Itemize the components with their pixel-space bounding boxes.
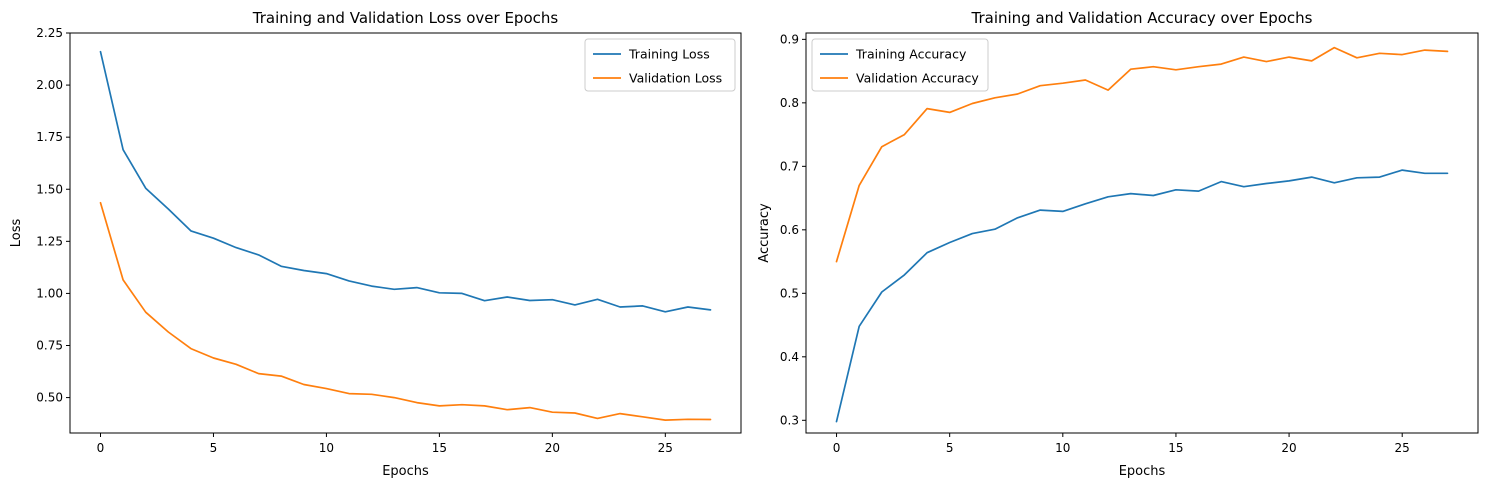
x-axis-label: Epochs: [1119, 464, 1166, 479]
x-tick-label: 0: [97, 441, 105, 455]
y-tick-label: 1.75: [36, 130, 63, 144]
y-tick-label: 1.50: [36, 182, 63, 196]
y-tick-label: 1.00: [36, 286, 63, 300]
legend-box: [811, 38, 989, 92]
chart-title: Training and Validation Loss over Epochs: [252, 9, 559, 27]
y-tick-label: 0.9: [780, 32, 799, 46]
x-tick-label: 5: [946, 441, 954, 455]
y-tick-label: 0.75: [36, 339, 63, 353]
x-tick-label: 20: [545, 441, 560, 455]
y-tick-label: 2.25: [36, 26, 63, 40]
x-tick-label: 15: [1168, 441, 1183, 455]
legend-box: [584, 38, 736, 92]
y-tick-label: 0.7: [780, 159, 799, 173]
y-tick-label: 0.4: [780, 350, 799, 364]
y-tick-label: 0.5: [780, 286, 799, 300]
plot-frame: [69, 32, 742, 434]
y-tick-label: 0.50: [36, 391, 63, 405]
legend: Training Accuracy Validation Accuracy: [811, 38, 989, 92]
chart-title: Training and Validation Accuracy over Ep…: [971, 9, 1313, 27]
series-line-validation-accuracy: [835, 46, 1449, 263]
x-tick-label: 20: [1281, 441, 1296, 455]
accuracy-chart-panel: Training and Validation Accuracy over Ep…: [757, 9, 1479, 479]
legend-label: Validation Accuracy: [856, 71, 979, 86]
legend: Training Loss Validation Loss: [584, 38, 736, 92]
y-tick-label: 0.8: [780, 96, 799, 110]
series-line-training-accuracy: [835, 169, 1449, 423]
legend-label: Training Accuracy: [855, 47, 967, 62]
x-tick-label: 0: [833, 441, 841, 455]
plot-frame: [805, 32, 1479, 434]
y-tick-label: 2.00: [36, 78, 63, 92]
series-line-training-loss: [99, 50, 712, 313]
y-axis-label: Accuracy: [757, 203, 772, 263]
x-tick-label: 15: [432, 441, 447, 455]
x-tick-label: 10: [319, 441, 334, 455]
x-tick-label: 10: [1055, 441, 1070, 455]
loss-chart-panel: Training and Validation Loss over Epochs…: [9, 9, 742, 479]
y-tick-label: 0.6: [780, 223, 799, 237]
x-tick-label: 5: [210, 441, 218, 455]
series-line-validation-loss: [99, 201, 712, 421]
y-tick-label: 0.3: [780, 413, 799, 427]
x-axis-label: Epochs: [382, 464, 429, 479]
y-axis-label: Loss: [9, 219, 24, 248]
x-tick-label: 25: [658, 441, 673, 455]
legend-label: Validation Loss: [629, 71, 722, 86]
y-tick-label: 1.25: [36, 234, 63, 248]
legend-label: Training Loss: [628, 47, 710, 62]
x-tick-label: 25: [1395, 441, 1410, 455]
